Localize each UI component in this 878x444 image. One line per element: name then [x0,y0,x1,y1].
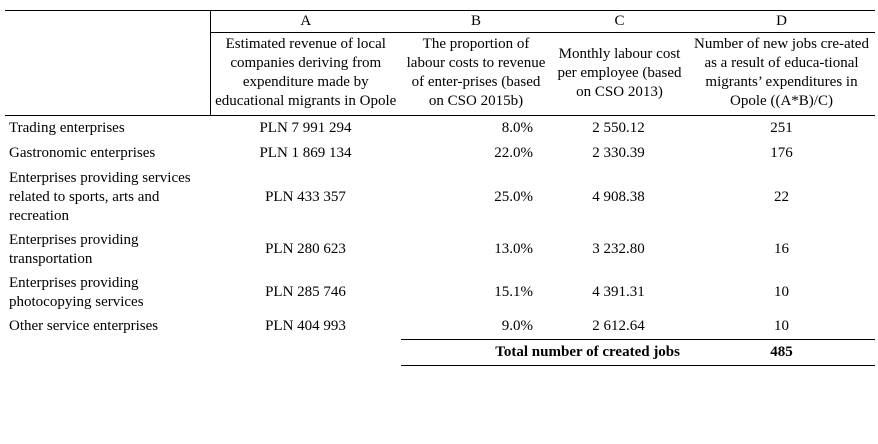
table-row: Gastronomic enterprises PLN 1 869 134 22… [5,141,875,166]
revenue-cell: PLN 404 993 [265,318,346,335]
labour-cost-cell: 2 612.64 [592,318,645,334]
column-description-c: Monthly labour cost per employee (based … [551,32,688,116]
column-description-b: The proportion of labour costs to revenu… [401,32,551,116]
corner-cell [5,10,210,33]
table-row: Enterprises providing photocopying servi… [5,271,875,314]
proportion-cell: 15.1% [494,284,533,300]
column-description-a: Estimated revenue of local companies der… [209,32,401,116]
column-letter-d: D [688,10,875,33]
proportion-cell: 13.0% [494,241,533,257]
table-row: Enterprises providing services related t… [5,166,875,228]
row-name: Enterprises providing transportation [9,231,139,267]
proportion-cell: 9.0% [501,318,533,334]
column-description-d: Number of new jobs cre-ated as a result … [688,32,875,116]
column-letter-c: C [551,10,688,33]
jobs-cell: 22 [774,188,789,205]
row-name: Enterprises providing services related t… [9,169,191,224]
revenue-cell: PLN 285 746 [265,284,346,300]
proportion-cell: 22.0% [494,145,533,161]
column-letter-row: A B C D [5,10,875,33]
row-name: Enterprises providing photocopying servi… [9,274,144,310]
revenue-cell: PLN 7 991 294 [259,120,352,136]
total-blank-cell [210,340,401,366]
labour-cost-cell: 2 550.12 [592,120,645,136]
revenue-cell: PLN 433 357 [265,188,346,205]
table-row: Enterprises providing transportation PLN… [5,228,875,271]
labour-cost-cell: 2 330.39 [592,145,645,161]
column-letter-a: A [209,10,401,33]
table-top-rule [5,10,875,11]
table-row: Trading enterprises PLN 7 991 294 8.0% 2… [5,116,875,142]
revenue-cell: PLN 280 623 [265,241,346,257]
jobs-table-frame: A B C D Estimated revenue of local compa… [5,10,875,366]
jobs-cell: 251 [770,120,793,136]
proportion-cell: 8.0% [501,120,533,136]
column-letter-b: B [401,10,551,33]
total-blank-cell [5,340,210,366]
labour-cost-cell: 4 391.31 [592,284,645,300]
jobs-cell: 176 [770,145,793,161]
column-description-row: Estimated revenue of local companies der… [5,32,875,116]
row-name: Trading enterprises [9,120,125,136]
row-name: Gastronomic enterprises [9,145,156,161]
row-header-blank [5,32,210,116]
revenue-cell: PLN 1 869 134 [259,145,352,161]
jobs-cell: 10 [774,318,789,334]
total-label: Total number of created jobs [401,339,688,366]
jobs-cell: 16 [774,241,789,257]
table-row: Other service enterprises PLN 404 993 9.… [5,314,875,340]
labour-cost-cell: 4 908.38 [592,188,645,205]
proportion-cell: 25.0% [494,188,533,205]
jobs-created-table: A B C D Estimated revenue of local compa… [5,10,875,366]
row-name: Other service enterprises [9,318,159,335]
labour-cost-cell: 3 232.80 [592,241,645,257]
total-value: 485 [688,339,875,366]
jobs-cell: 10 [774,284,789,300]
total-row: Total number of created jobs 485 [5,339,875,366]
